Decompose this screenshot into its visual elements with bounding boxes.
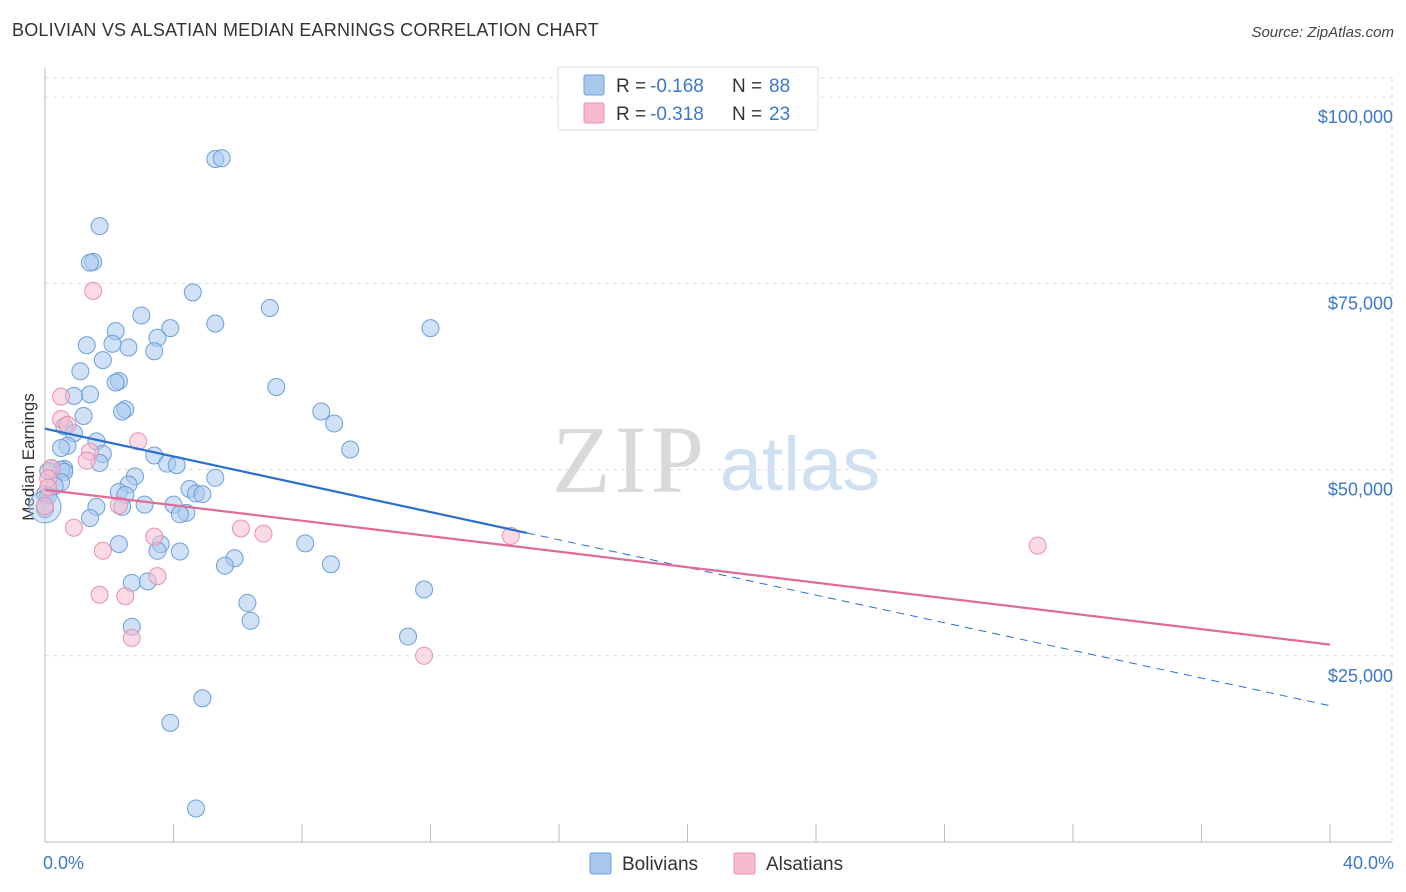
- bolivian-point: [415, 580, 434, 599]
- alsatians-trendline: [44, 488, 1331, 646]
- bolivian-point: [161, 319, 180, 338]
- bolivian-point: [321, 555, 340, 574]
- alsatian-point: [122, 628, 141, 647]
- legend-r-value: -0.168: [650, 76, 704, 97]
- y-tick-label: $25,000: [1328, 666, 1393, 686]
- bolivian-point: [421, 319, 440, 338]
- alsatian-point: [52, 387, 71, 406]
- alsatian-point: [116, 587, 135, 606]
- axes: [44, 68, 1392, 843]
- bottom-legend: Bolivians Alsatians: [589, 852, 843, 875]
- x-tick-labels: 0.0% 40.0%: [43, 853, 1394, 873]
- bolivian-point: [80, 253, 99, 272]
- bolivians-trendline: [44, 427, 528, 534]
- alsatian-point: [1028, 536, 1047, 555]
- legend-r-value: -0.318: [650, 104, 704, 125]
- alsatian-point: [84, 281, 103, 300]
- bottom-legend-swatch-bolivians: [589, 852, 612, 875]
- x-tick-label: 0.0%: [43, 853, 84, 873]
- bolivian-point: [132, 306, 151, 325]
- alsatian-point: [39, 478, 58, 497]
- bolivian-point: [186, 799, 205, 818]
- bolivian-point: [170, 505, 189, 524]
- alsatian-point: [415, 646, 434, 665]
- alsatian-point: [90, 585, 109, 604]
- y-tick-labels: $25,000 $50,000 $75,000 $100,000: [1318, 107, 1393, 686]
- bolivian-point: [296, 534, 315, 553]
- bolivian-point: [90, 217, 109, 236]
- bolivian-point: [145, 342, 164, 361]
- legend-swatch-bolivians: [583, 74, 605, 96]
- legend-n-label: N =: [732, 76, 762, 97]
- legend-n-label: N =: [732, 104, 762, 125]
- chart-title: BOLIVIAN VS ALSATIAN MEDIAN EARNINGS COR…: [12, 20, 599, 40]
- alsatian-point: [145, 527, 164, 546]
- bolivian-point: [238, 593, 257, 612]
- alsatian-point: [77, 451, 96, 470]
- bolivian-point: [241, 611, 260, 630]
- grid: [45, 77, 1393, 842]
- bolivian-point: [71, 362, 90, 381]
- alsatian-point: [109, 496, 128, 515]
- alsatian-point: [501, 526, 520, 545]
- bolivian-point: [119, 338, 138, 357]
- bolivian-point: [93, 351, 112, 370]
- watermark: ZIP atlas: [552, 406, 880, 513]
- bolivian-point: [267, 377, 286, 396]
- bolivian-point: [135, 495, 154, 514]
- series-bolivians: [28, 149, 440, 818]
- legend-r-label: R =: [616, 76, 646, 97]
- bolivian-point: [161, 713, 180, 732]
- y-axis-label: Median Earnings: [19, 393, 38, 521]
- watermark-atlas: atlas: [720, 422, 881, 507]
- x-tick-label: 40.0%: [1343, 853, 1394, 873]
- bolivian-point: [106, 373, 125, 392]
- bolivian-point: [312, 402, 331, 421]
- bolivian-point: [170, 542, 189, 561]
- bolivian-point: [215, 556, 234, 575]
- bolivians-trendline-extension: [526, 532, 1331, 707]
- bolivian-point: [80, 385, 99, 404]
- legend-swatch-alsatians: [583, 102, 605, 124]
- bolivian-point: [341, 440, 360, 459]
- alsatian-point: [148, 567, 167, 586]
- legend-n-value: 23: [769, 104, 790, 125]
- alsatian-point: [64, 518, 83, 537]
- alsatian-point: [36, 497, 54, 516]
- bolivian-point: [74, 406, 93, 425]
- bolivian-point: [193, 689, 212, 708]
- legend: R = -0.168 N = 88 R = -0.318 N = 23: [557, 66, 819, 131]
- bolivian-point: [109, 535, 128, 554]
- alsatian-point: [231, 519, 250, 538]
- bolivian-point: [183, 283, 202, 302]
- legend-n-value: 88: [769, 76, 790, 97]
- y-tick-label: $75,000: [1328, 293, 1393, 313]
- y-tick-label: $100,000: [1318, 107, 1393, 127]
- bolivian-point: [193, 485, 212, 504]
- alsatian-point: [93, 541, 112, 560]
- bolivian-point: [325, 414, 344, 433]
- bolivian-point: [206, 468, 225, 487]
- alsatian-point: [58, 415, 77, 434]
- bolivian-point: [212, 149, 231, 168]
- bolivian-point: [103, 334, 122, 353]
- alsatian-point: [254, 524, 273, 543]
- bottom-legend-label: Bolivians: [622, 854, 698, 875]
- bolivian-point: [52, 439, 71, 458]
- legend-r-label: R =: [616, 104, 646, 125]
- y-tick-label: $50,000: [1328, 480, 1393, 500]
- bolivian-point: [206, 314, 225, 333]
- bolivian-point: [113, 402, 132, 421]
- watermark-zip: ZIP: [552, 406, 708, 513]
- bottom-legend-label: Alsatians: [766, 854, 843, 875]
- bolivian-point: [80, 509, 99, 528]
- series-alsatians: [36, 281, 1047, 665]
- trendlines: [44, 427, 1331, 707]
- bolivian-point: [399, 627, 418, 646]
- bottom-legend-swatch-alsatians: [733, 852, 756, 875]
- source-label: Source: ZipAtlas.com: [1251, 24, 1394, 41]
- bolivian-point: [260, 299, 279, 318]
- bolivian-point: [77, 336, 96, 355]
